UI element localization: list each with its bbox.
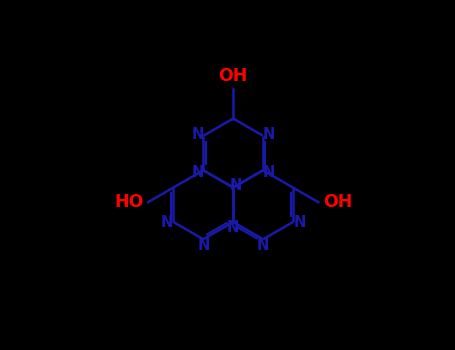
Text: N: N <box>257 238 269 253</box>
Text: N: N <box>294 215 306 230</box>
Text: HO: HO <box>114 193 144 211</box>
Text: N: N <box>263 164 275 180</box>
Text: OH: OH <box>218 67 248 85</box>
Text: N: N <box>227 220 239 236</box>
Text: N: N <box>191 164 203 180</box>
Text: N: N <box>160 215 172 230</box>
Text: N: N <box>191 126 203 141</box>
Text: N: N <box>263 126 275 141</box>
Text: OH: OH <box>323 193 352 211</box>
Text: N: N <box>197 238 209 253</box>
Text: N: N <box>230 178 243 193</box>
